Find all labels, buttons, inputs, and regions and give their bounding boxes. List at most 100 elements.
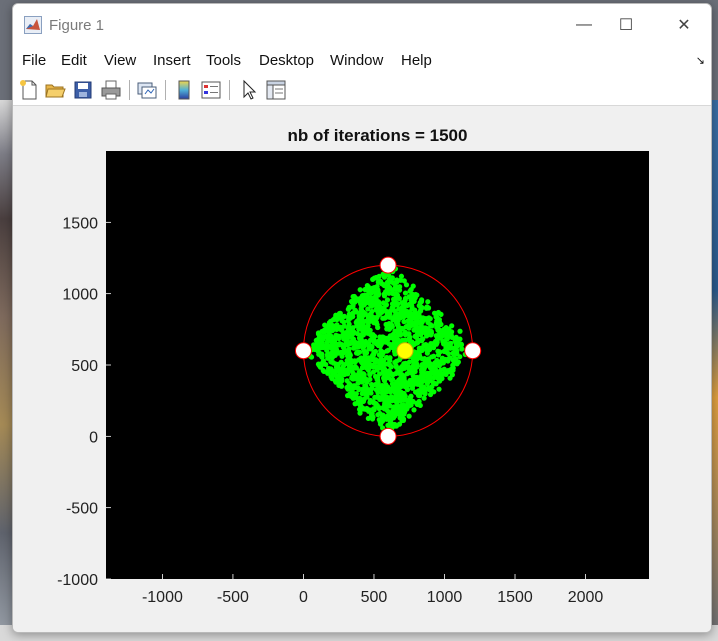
- edit-plot-pointer-icon[interactable]: [238, 79, 260, 101]
- data-point: [450, 365, 456, 371]
- data-point: [387, 410, 393, 416]
- data-point: [406, 359, 413, 365]
- data-point: [387, 403, 393, 409]
- data-point: [389, 275, 395, 281]
- x-tick-label: 0: [299, 589, 308, 606]
- data-point: [377, 334, 383, 340]
- data-point: [385, 335, 391, 341]
- menu-view[interactable]: View: [104, 52, 137, 69]
- menu-desktop[interactable]: Desktop: [259, 52, 315, 69]
- data-point: [332, 352, 338, 359]
- data-point: [396, 387, 402, 394]
- data-point: [421, 362, 427, 368]
- menu-edit[interactable]: Edit: [61, 52, 87, 69]
- data-point: [407, 369, 413, 376]
- data-point: [406, 331, 412, 337]
- data-point: [373, 291, 379, 297]
- data-point: [372, 338, 378, 344]
- data-point: [394, 411, 400, 417]
- data-point: [361, 343, 367, 350]
- data-point: [382, 406, 388, 412]
- data-point: [427, 362, 433, 368]
- data-point: [402, 393, 408, 399]
- data-point: [354, 323, 360, 329]
- data-point: [418, 373, 424, 380]
- open-file-icon[interactable]: [44, 79, 66, 101]
- data-point: [352, 364, 358, 370]
- data-point: [393, 312, 399, 318]
- data-point: [377, 304, 383, 310]
- data-point: [357, 349, 363, 355]
- insert-legend-icon[interactable]: [200, 79, 222, 101]
- data-point: [346, 321, 352, 327]
- data-point: [390, 341, 396, 348]
- data-point: [326, 331, 332, 337]
- data-point: [397, 391, 403, 398]
- data-point: [381, 416, 387, 422]
- data-point: [315, 331, 322, 337]
- data-point: [380, 271, 386, 277]
- data-point: [425, 378, 431, 385]
- data-point: [411, 293, 418, 299]
- data-point: [339, 353, 345, 359]
- x-tick-label: -1000: [142, 589, 183, 606]
- data-point: [382, 339, 388, 345]
- toolbar-separator: [229, 80, 230, 100]
- link-plot-icon[interactable]: [136, 79, 158, 101]
- data-point: [363, 350, 370, 356]
- close-button[interactable]: ✕: [661, 10, 707, 40]
- maximize-button[interactable]: ☐: [603, 10, 649, 40]
- data-point: [354, 318, 360, 324]
- data-point: [371, 285, 377, 291]
- data-point: [346, 311, 352, 317]
- data-point: [347, 351, 353, 357]
- data-point: [368, 346, 374, 352]
- menu-window[interactable]: Window: [330, 52, 384, 69]
- data-point: [385, 347, 391, 353]
- data-point: [431, 353, 437, 359]
- data-point: [379, 309, 385, 315]
- data-point: [395, 327, 401, 334]
- data-point: [437, 378, 443, 384]
- insert-colorbar-icon[interactable]: [173, 79, 195, 101]
- data-point: [360, 324, 366, 330]
- save-icon[interactable]: [72, 79, 94, 101]
- data-point: [334, 379, 340, 385]
- menu-insert[interactable]: Insert: [153, 52, 191, 69]
- data-point: [427, 316, 433, 322]
- data-point: [418, 304, 424, 310]
- data-point: [392, 396, 398, 402]
- property-inspector-icon[interactable]: [265, 79, 287, 101]
- current-point-marker: [396, 342, 414, 360]
- x-tick-label: 1000: [427, 589, 463, 606]
- figure-canvas[interactable]: nb of iterations = 1500 -1000 -500 0 500 100…: [13, 107, 712, 633]
- data-point: [383, 308, 390, 315]
- data-point: [375, 394, 381, 400]
- menu-file[interactable]: File: [22, 52, 47, 69]
- data-point: [380, 300, 387, 306]
- data-point: [405, 364, 411, 370]
- print-icon[interactable]: [100, 79, 122, 101]
- data-point: [370, 414, 376, 420]
- chart-title: nb of iterations = 1500: [287, 126, 468, 145]
- data-point: [428, 370, 434, 377]
- minimize-button[interactable]: —: [561, 10, 607, 40]
- data-point: [341, 313, 347, 319]
- data-point: [357, 333, 363, 339]
- menu-tools[interactable]: Tools: [206, 52, 242, 69]
- data-point: [323, 327, 329, 334]
- data-point: [459, 346, 465, 352]
- dock-arrow-icon[interactable]: ↘: [695, 55, 705, 67]
- data-point: [400, 417, 407, 423]
- data-point: [365, 415, 371, 422]
- data-point: [399, 307, 405, 313]
- menu-help[interactable]: Help: [401, 52, 432, 69]
- data-point: [406, 403, 412, 409]
- toolbar-separator: [129, 80, 130, 100]
- title-bar[interactable]: Figure 1 — ☐ ✕: [13, 4, 711, 46]
- data-point: [387, 396, 393, 403]
- data-point: [350, 331, 356, 337]
- new-figure-icon[interactable]: [18, 79, 40, 101]
- data-point: [391, 382, 397, 388]
- scatter-plot[interactable]: -1000 -500 0 500 1000 1500 2000 -1000 -500 0 500 10…: [13, 107, 712, 633]
